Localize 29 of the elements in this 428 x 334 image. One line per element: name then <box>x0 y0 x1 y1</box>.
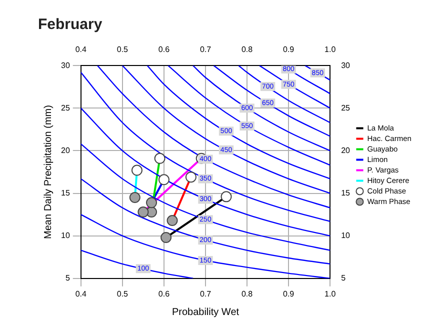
y2-tick-label: 20 <box>341 146 351 155</box>
x-tick-label: 1.0 <box>324 289 336 298</box>
x-tick-label: 0.5 <box>116 289 129 298</box>
y2-tick-label: 5 <box>341 274 346 283</box>
y-tick-label: 5 <box>65 274 70 283</box>
y-tick-label: 30 <box>60 60 70 70</box>
y-tick-label: 25 <box>60 103 70 112</box>
x2-tick-label: 1.0 <box>324 45 336 54</box>
y2-tick-label: 30 <box>341 60 351 70</box>
x2-tick-label: 0.9 <box>283 45 295 54</box>
x-tick-label: 0.6 <box>158 289 170 298</box>
x-tick-label: 0.4 <box>75 289 88 298</box>
y-tick-label: 20 <box>60 146 70 155</box>
y2-tick-label: 25 <box>341 103 351 112</box>
y-axis-title: Mean Daily Precipitation (mm) <box>42 105 54 239</box>
x2-tick-label: 0.6 <box>158 45 170 54</box>
chart-title: February <box>38 16 103 34</box>
x2-tick-label: 0.4 <box>75 45 88 54</box>
x2-tick-label: 0.8 <box>241 45 254 54</box>
x2-tick-label: 0.5 <box>116 45 129 54</box>
y-tick-label: 10 <box>60 231 70 240</box>
x-tick-label: 0.7 <box>200 289 212 298</box>
y-tick-label: 15 <box>60 188 70 198</box>
x-tick-label: 0.9 <box>283 289 295 298</box>
x-axis-title: Probability Wet <box>172 306 240 318</box>
x2-tick-label: 0.7 <box>200 45 212 54</box>
y2-tick-label: 15 <box>341 188 351 198</box>
x-tick-label: 0.8 <box>241 289 254 298</box>
y2-tick-label: 10 <box>341 231 351 240</box>
